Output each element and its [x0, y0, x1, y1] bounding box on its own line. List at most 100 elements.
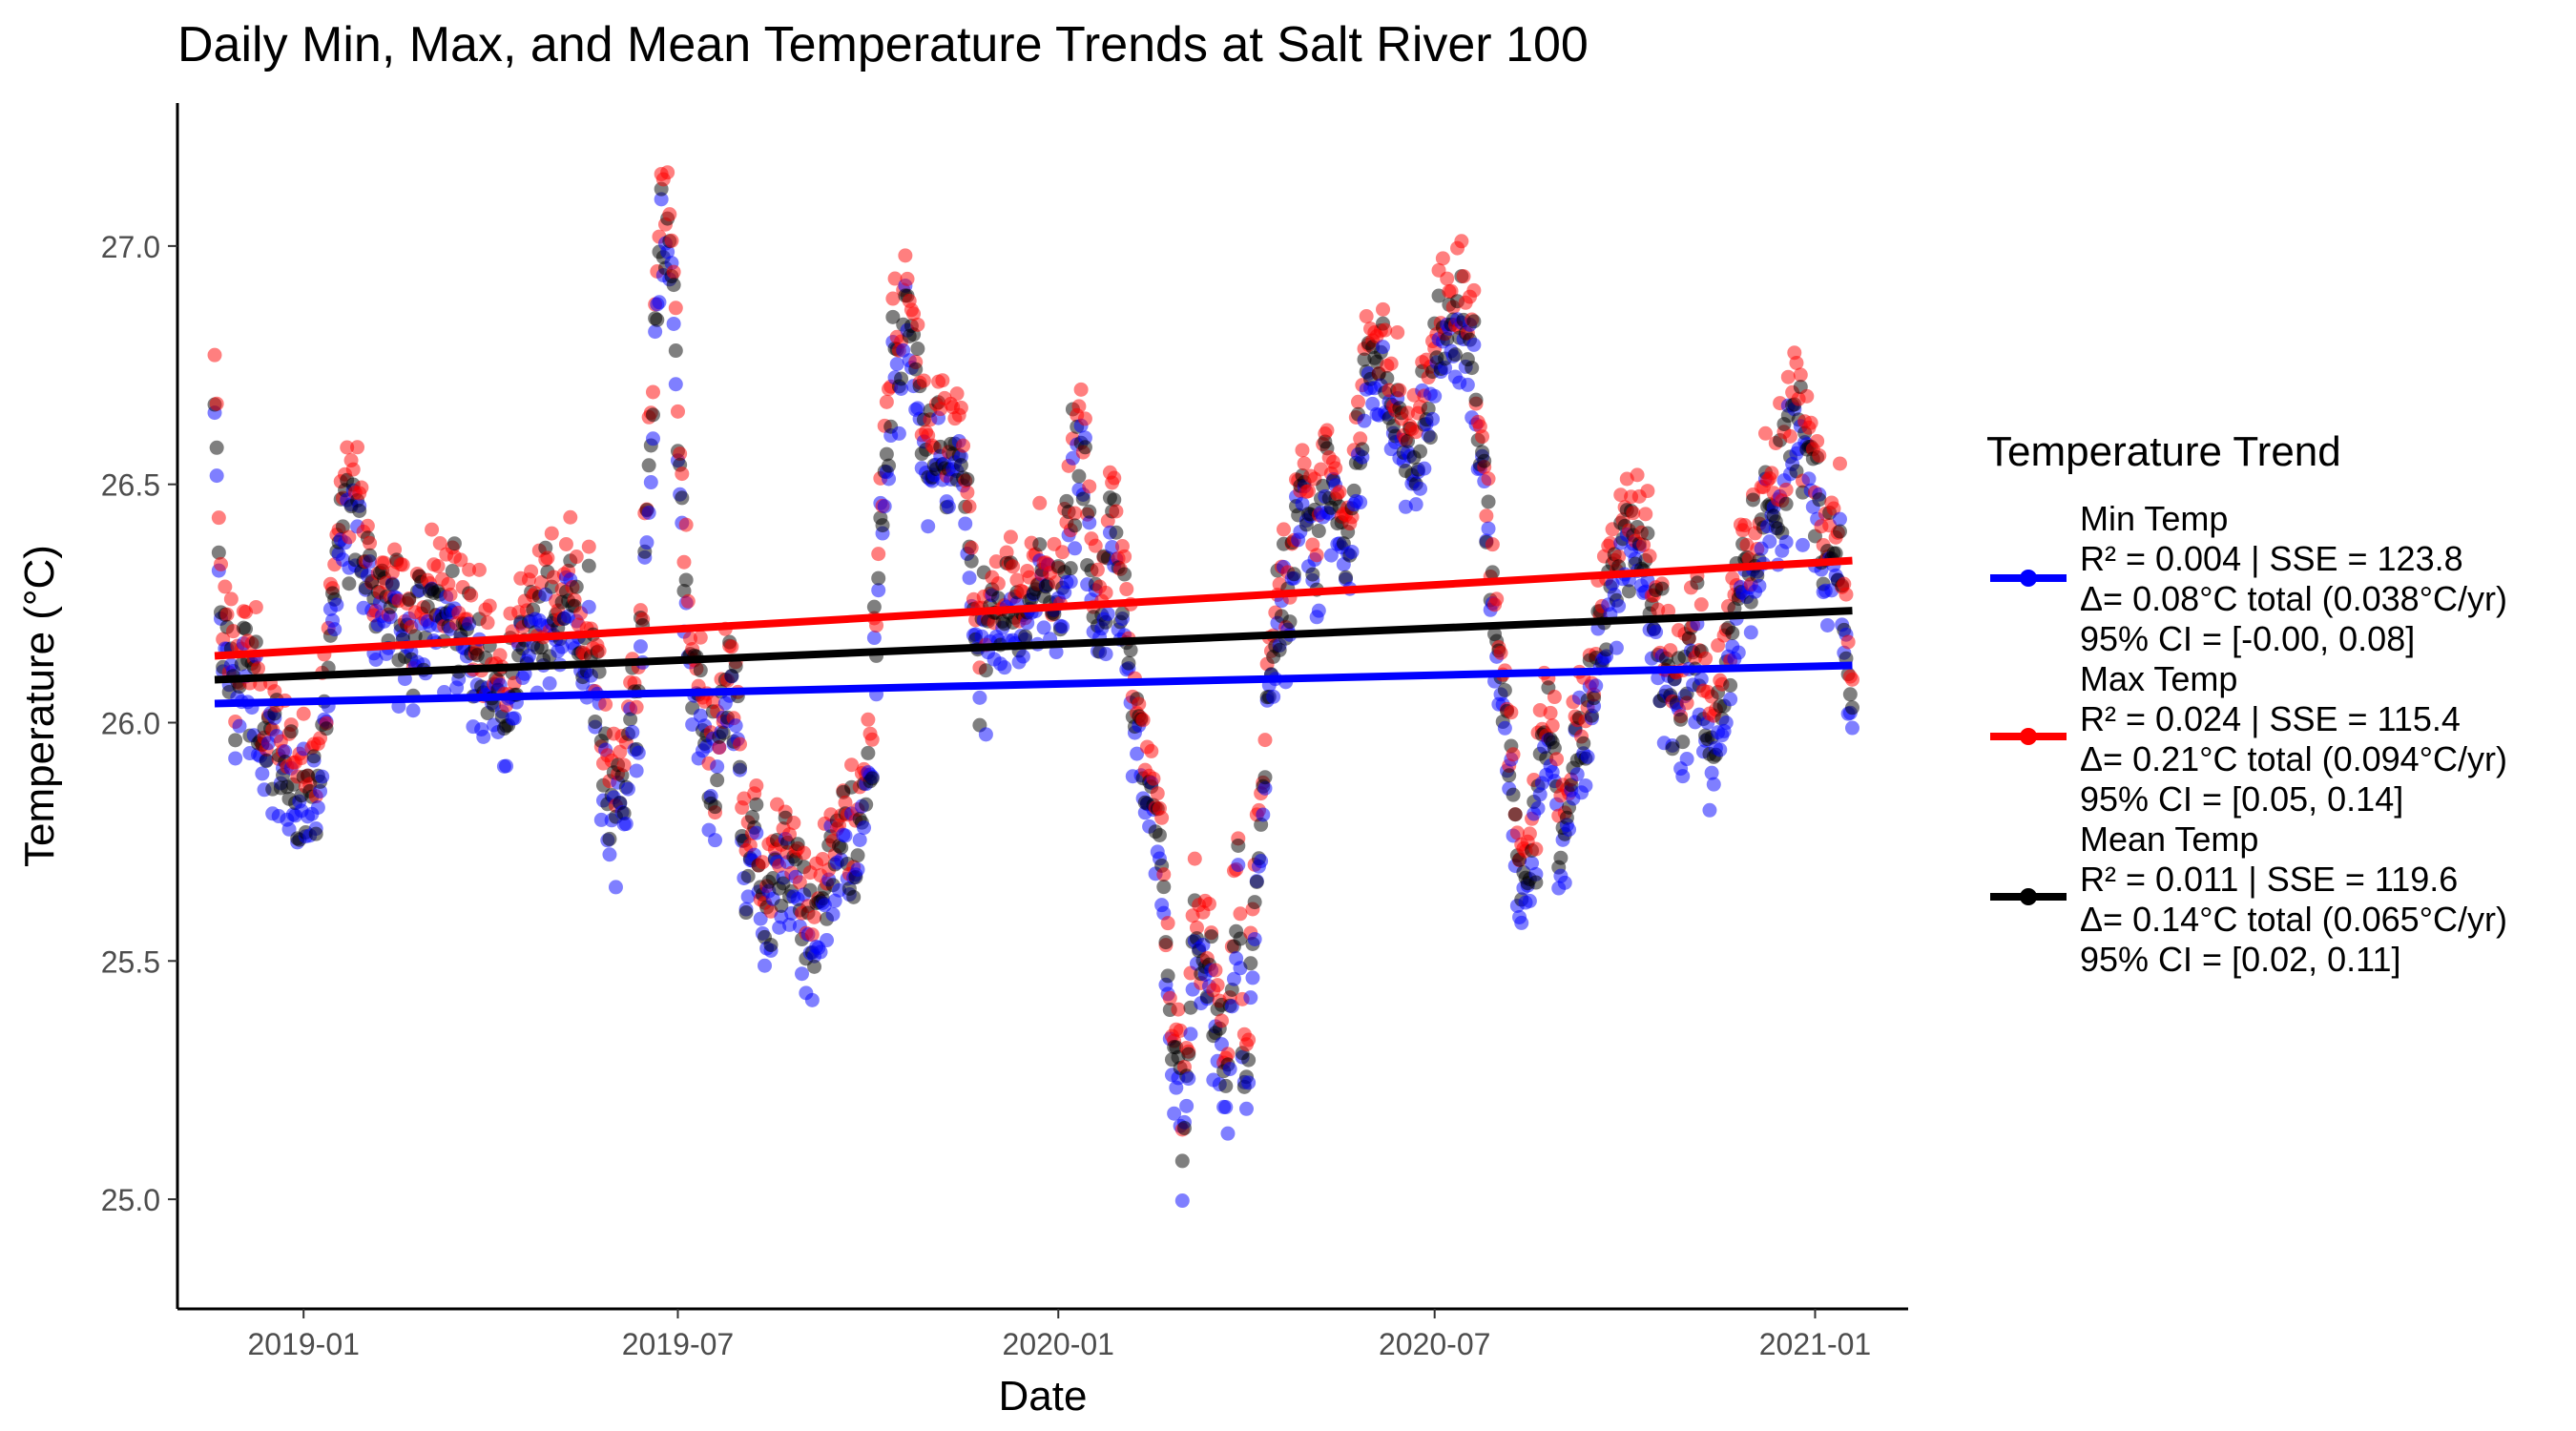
min-temp-point: [1231, 858, 1246, 873]
y-tick-label: 25.5: [101, 944, 160, 979]
max-temp-point: [871, 547, 886, 562]
mean-temp-point: [1675, 735, 1691, 750]
min-temp-point: [1704, 765, 1719, 780]
min-temp-point: [1220, 1126, 1236, 1141]
max-temp-point: [844, 757, 860, 773]
max-temp-point: [1257, 733, 1273, 748]
mean-temp-point: [1082, 504, 1097, 519]
mean-temp-point: [1305, 567, 1320, 582]
max-temp-point: [1789, 355, 1804, 370]
max-temp-point: [887, 271, 903, 286]
min-temp-point: [1344, 544, 1360, 559]
min-temp-point: [1706, 777, 1721, 792]
max-temp-point: [1009, 572, 1025, 588]
max-temp-point: [569, 550, 584, 565]
min-temp-point: [1679, 752, 1694, 767]
max-temp-point: [1479, 508, 1494, 524]
min-temp-point: [1675, 769, 1691, 784]
max-temp-point: [1475, 429, 1490, 445]
max-temp-point: [214, 556, 229, 571]
max-temp-point: [1150, 786, 1165, 801]
min-temp-point: [1702, 802, 1717, 818]
min-temp-point: [1718, 716, 1734, 731]
min-temp-point: [1693, 672, 1709, 687]
max-temp-point: [482, 598, 497, 613]
max-temp-point: [906, 306, 922, 321]
mean-temp-point: [710, 773, 725, 788]
min-temp-point: [209, 468, 224, 484]
min-temp-point: [1532, 787, 1548, 802]
max-temp-point: [360, 518, 375, 533]
mean-temp-point: [774, 898, 789, 913]
min-temp-point: [1218, 1100, 1234, 1115]
max-temp-point: [1504, 705, 1519, 720]
max-temp-point: [218, 579, 233, 594]
max-temp-point: [544, 526, 559, 541]
x-tick-label: 2021-01: [1759, 1327, 1871, 1361]
min-temp-point: [1413, 481, 1428, 496]
max-temp-point: [1003, 529, 1018, 545]
mean-temp-point: [1723, 677, 1738, 693]
max-temp-point: [1757, 425, 1773, 441]
max-temp-point: [1376, 301, 1391, 317]
min-temp-point: [1530, 800, 1546, 816]
max-temp-point: [1826, 501, 1841, 516]
max-temp-point: [207, 347, 222, 363]
max-temp-point: [916, 373, 931, 388]
mean-temp-point: [1339, 570, 1354, 585]
mean-temp-point: [738, 905, 754, 921]
max-temp-point: [1844, 672, 1859, 687]
min-temp-point: [1100, 607, 1115, 622]
min-temp-point: [310, 799, 325, 815]
trend-line: [214, 661, 1853, 708]
min-temp-point: [629, 763, 644, 778]
max-temp-point: [340, 440, 355, 455]
min-temp-point: [1752, 578, 1767, 593]
max-temp-point: [1353, 431, 1368, 446]
max-temp-point: [1392, 383, 1407, 398]
min-temp-point: [1082, 515, 1097, 530]
min-temp-point: [1226, 971, 1241, 986]
min-temp-point: [643, 475, 658, 490]
max-temp-point: [1032, 495, 1048, 510]
min-temp-point: [758, 958, 773, 973]
mean-temp-point: [1218, 1078, 1234, 1093]
max-temp-point: [1132, 696, 1147, 712]
mean-temp-point: [894, 371, 909, 386]
min-temp-point: [602, 847, 617, 862]
max-temp-point: [869, 618, 884, 633]
mean-temp-point: [1547, 740, 1562, 756]
mean-temp-point: [1466, 314, 1482, 329]
max-temp-point: [1319, 423, 1335, 438]
max-temp-point: [898, 248, 913, 263]
mean-temp-point: [707, 799, 722, 815]
min-temp-point: [405, 703, 421, 718]
max-temp-point: [807, 909, 822, 924]
min-temp-point: [962, 570, 977, 586]
legend-min-stats: R² = 0.004 | SSE = 123.8: [2080, 539, 2463, 578]
mean-temp-point: [259, 754, 274, 769]
max-temp-point: [1201, 897, 1216, 912]
legend-entry-mean: Mean Temp R² = 0.011 | SSE = 119.6 Δ= 0.…: [1990, 819, 2507, 979]
max-temp-point: [782, 827, 798, 842]
max-temp-point: [443, 587, 458, 602]
max-temp-point: [209, 396, 224, 411]
min-temp-point: [668, 377, 683, 392]
mean-temp-point: [850, 848, 865, 863]
min-temp-point: [891, 425, 906, 441]
mean-temp-point: [1114, 606, 1130, 621]
legend-label-mean: Mean Temp: [2080, 819, 2258, 859]
mean-temp-point: [1485, 565, 1500, 580]
max-temp-point: [1144, 743, 1159, 758]
max-temp-point: [1506, 747, 1521, 762]
min-temp-point: [1819, 617, 1835, 633]
max-temp-point: [664, 233, 679, 248]
min-temp-point: [1522, 893, 1537, 908]
max-temp-point: [1135, 713, 1151, 728]
max-temp-point: [251, 661, 266, 676]
max-temp-point: [792, 875, 807, 890]
min-temp-point: [1049, 645, 1064, 660]
max-temp-point: [563, 509, 578, 525]
max-temp-point: [248, 599, 263, 614]
max-temp-point: [1737, 518, 1753, 533]
